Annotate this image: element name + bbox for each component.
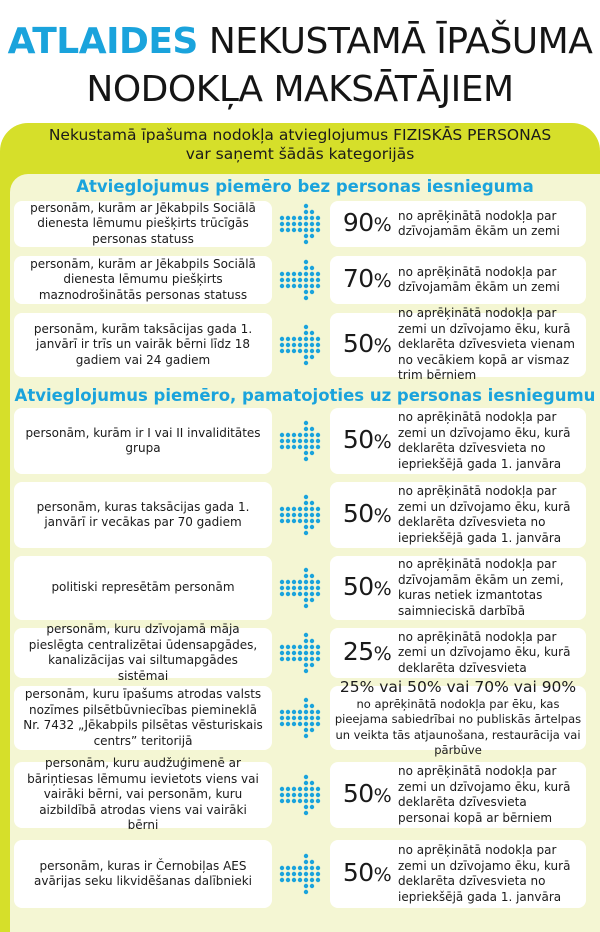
header-line-1: Nekustamā īpašuma nodokļa atvieglojumus … bbox=[48, 126, 552, 144]
discount-description: no aprēķinātā nodokļa par zemi un dzīvoj… bbox=[398, 306, 575, 383]
percent-value: 50 bbox=[342, 779, 374, 808]
section-title-with-application: Atvieglojumus piemēro, pamatojoties uz p… bbox=[14, 386, 596, 405]
category-box: personām, kurām taksācijas gada 1. janvā… bbox=[14, 313, 272, 377]
percent-value: 90 bbox=[342, 208, 374, 237]
discount-percent: 50% bbox=[342, 779, 392, 808]
arrow-right-icon bbox=[279, 567, 321, 609]
category-box: personām, kuras taksācijas gada 1. janvā… bbox=[14, 482, 272, 548]
discount-percent: 25% bbox=[342, 637, 392, 666]
percent-value: 25 bbox=[342, 637, 374, 666]
discount-box: 25% no aprēķinātā nodokļa par zemi un dz… bbox=[330, 628, 586, 678]
arrow-right-icon bbox=[279, 774, 321, 816]
discount-percent: 90% bbox=[342, 208, 392, 237]
discount-box: 70% no aprēķinātā nodokļa par dzīvojamām… bbox=[330, 256, 586, 304]
arrow-right-icon bbox=[279, 853, 321, 895]
arrow-right-icon bbox=[279, 259, 321, 301]
discount-description: no aprēķinātā nodokļa par zemi un dzīvoj… bbox=[398, 484, 571, 545]
discount-description: no aprēķinātā nodokļa par zemi un dzīvoj… bbox=[398, 410, 571, 471]
discount-box: 25% vai 50% vai 70% vai 90% no aprēķināt… bbox=[330, 678, 586, 757]
discount-description: no aprēķinātā nodokļa par zemi un dzīvoj… bbox=[398, 764, 571, 825]
category-box: personām, kuru audžuģimenē ar bāriņtiesa… bbox=[14, 756, 272, 832]
arrow-right-icon bbox=[279, 420, 321, 462]
discount-description: no aprēķinātā nodokļa par dzīvojamām ēkā… bbox=[398, 264, 560, 295]
discount-description: no aprēķinātā nodokļa par ēku, kas pieej… bbox=[334, 696, 582, 758]
discount-percent: 50% bbox=[342, 499, 392, 528]
arrow-right-icon bbox=[279, 203, 321, 245]
discount-box: 50% no aprēķinātā nodokļa par zemi un dz… bbox=[330, 408, 586, 474]
percent-value: 50 bbox=[342, 858, 374, 887]
header-line-2: var saņemt šādās kategorijās bbox=[185, 145, 415, 163]
title-accent: ATLAIDES bbox=[7, 21, 199, 62]
discount-box: 50% no aprēķinātā nodokļa par zemi un dz… bbox=[330, 840, 586, 908]
page-title: ATLAIDES NEKUSTAMĀ ĪPAŠUMA NODOKĻA MAKSĀ… bbox=[0, 0, 600, 122]
discount-box: 50% no aprēķinātā nodokļa par zemi un dz… bbox=[330, 482, 586, 548]
category-box: personām, kurām ir I vai II invaliditāte… bbox=[14, 408, 272, 474]
arrow-right-icon bbox=[279, 324, 321, 366]
percent-value: 50 bbox=[342, 329, 374, 358]
title-line-2: NODOKĻA MAKSĀTĀJIEM bbox=[86, 69, 514, 110]
discount-box: 50% no aprēķinātā nodokļa par zemi un dz… bbox=[330, 306, 586, 382]
arrow-right-icon bbox=[279, 697, 321, 739]
category-box: politiski represētām personām bbox=[14, 556, 272, 620]
category-box: personām, kuras ir Černobiļas AES avārij… bbox=[14, 840, 272, 908]
category-header: Nekustamā īpašuma nodokļa atvieglojumus … bbox=[0, 126, 600, 164]
discount-box: 90% no aprēķinātā nodokļa par dzīvojamām… bbox=[330, 201, 586, 247]
category-box: personām, kuru īpašums atrodas valsts no… bbox=[14, 686, 272, 750]
discount-percent: 50% bbox=[342, 425, 392, 454]
percent-value: 50 bbox=[342, 425, 374, 454]
discount-percent: 50% bbox=[342, 858, 392, 887]
discount-description: no aprēķinātā nodokļa par zemi un dzīvoj… bbox=[398, 843, 571, 904]
percent-value: 50 bbox=[342, 499, 374, 528]
title-line-1: ATLAIDES NEKUSTAMĀ ĪPAŠUMA bbox=[0, 22, 600, 62]
discount-box: 50% no aprēķinātā nodokļa par zemi un dz… bbox=[330, 762, 586, 828]
percent-value: 70 bbox=[342, 264, 374, 293]
discount-percent: 50% bbox=[342, 572, 392, 601]
title-rest: NEKUSTAMĀ ĪPAŠUMA bbox=[208, 21, 593, 62]
category-box: personām, kuru dzīvojamā māja pieslēgta … bbox=[14, 622, 272, 683]
discount-description: no aprēķinātā nodokļa par dzīvojamām ēkā… bbox=[398, 557, 564, 618]
category-box: personām, kurām ar Jēkabpils Sociālā die… bbox=[14, 201, 272, 247]
discount-percent: 70% bbox=[342, 264, 392, 293]
section-title-without-application: Atvieglojumus piemēro bez personas iesni… bbox=[76, 177, 534, 196]
arrow-right-icon bbox=[279, 494, 321, 536]
discount-description: no aprēķinātā nodokļa par zemi un dzīvoj… bbox=[398, 629, 571, 675]
arrow-right-icon bbox=[279, 632, 321, 674]
discount-box: 50% no aprēķinātā nodokļa par dzīvojamām… bbox=[330, 556, 586, 620]
category-box: personām, kurām ar Jēkabpils Sociālā die… bbox=[14, 256, 272, 304]
discount-percent: 50% bbox=[342, 329, 392, 358]
discount-percent-options: 25% vai 50% vai 70% vai 90% bbox=[339, 677, 577, 696]
discount-description: no aprēķinātā nodokļa par dzīvojamām ēkā… bbox=[398, 208, 560, 239]
percent-value: 50 bbox=[342, 572, 374, 601]
